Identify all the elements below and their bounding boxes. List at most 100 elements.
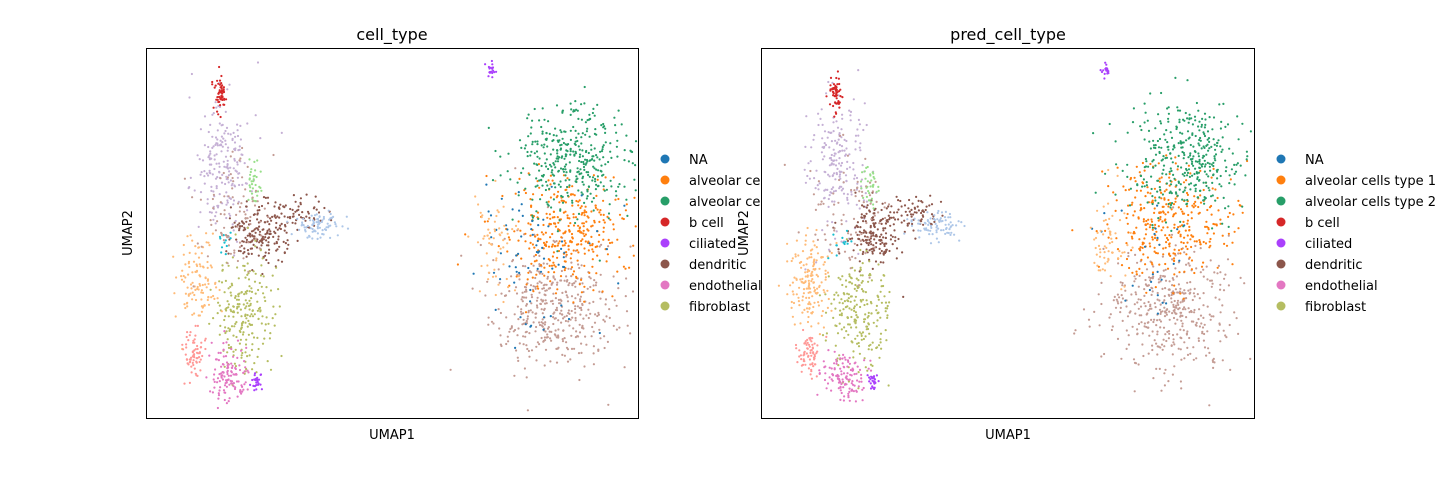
scatter-point <box>519 316 522 319</box>
scatter-point <box>839 278 842 281</box>
scatter-point <box>955 224 958 227</box>
scatter-point <box>1147 300 1150 304</box>
scatter-point <box>789 284 792 287</box>
scatter-point <box>831 174 835 177</box>
scatter-point <box>1160 389 1163 392</box>
scatter-point <box>574 319 577 322</box>
scatter-point <box>222 234 225 237</box>
scatter-point <box>502 246 505 249</box>
scatter-point <box>1208 313 1211 316</box>
scatter-point <box>545 132 548 135</box>
scatter-point <box>894 236 897 239</box>
scatter-point <box>552 210 556 213</box>
scatter-point <box>238 246 242 249</box>
scatter-point <box>578 229 581 232</box>
scatter-point <box>1175 304 1178 307</box>
scatter-point <box>866 303 869 306</box>
scatter-point <box>840 298 843 301</box>
scatter-point <box>524 232 527 235</box>
scatter-point <box>1167 380 1170 383</box>
scatter-point <box>515 349 518 352</box>
scatter-point <box>262 238 265 241</box>
scatter-point <box>1210 213 1213 216</box>
scatter-point <box>254 169 257 172</box>
scatter-point <box>260 244 263 247</box>
scatter-point <box>581 303 584 307</box>
scatter-point <box>258 209 261 212</box>
scatter-point <box>544 330 547 333</box>
scatter-point <box>838 106 841 109</box>
scatter-point <box>1210 163 1213 166</box>
scatter-point <box>574 100 577 103</box>
scatter-point <box>253 313 256 316</box>
scatter-point <box>1190 320 1193 323</box>
scatter-point <box>245 346 248 349</box>
scatter-point <box>1181 325 1184 328</box>
scatter-point <box>854 191 857 194</box>
scatter-point <box>857 385 860 388</box>
scatter-point <box>1158 318 1161 321</box>
scatter-point <box>1171 353 1174 356</box>
scatter-point <box>1217 209 1220 212</box>
scatter-point <box>505 224 508 227</box>
scatter-point <box>214 101 217 104</box>
scatter-point <box>525 304 528 307</box>
scatter-point <box>596 156 599 159</box>
scatter-point <box>200 310 203 313</box>
scatter-point <box>886 304 889 308</box>
scatter-point <box>848 356 851 359</box>
scatter-point <box>536 285 539 288</box>
scatter-point <box>810 370 813 373</box>
scatter-point <box>827 197 830 201</box>
scatter-point <box>255 381 258 384</box>
scatter-point <box>557 334 560 337</box>
scatter-point <box>198 314 201 317</box>
scatter-point <box>913 211 916 214</box>
scatter-point <box>543 266 546 269</box>
scatter-point <box>288 215 292 219</box>
scatter-point <box>1117 257 1120 260</box>
scatter-point <box>185 358 189 361</box>
scatter-point <box>842 372 846 375</box>
scatter-point <box>585 149 588 153</box>
scatter-point <box>282 205 285 208</box>
scatter-point <box>1191 133 1194 136</box>
scatter-point <box>863 102 866 105</box>
scatter-point <box>551 243 554 246</box>
scatter-point <box>841 378 844 381</box>
scatter-point <box>810 256 813 259</box>
scatter-point <box>861 274 864 277</box>
scatter-point <box>603 335 606 338</box>
scatter-point <box>528 247 531 250</box>
scatter-point <box>540 281 543 284</box>
scatter-point <box>1148 140 1151 143</box>
scatter-point <box>521 264 525 268</box>
scatter-point <box>1172 259 1176 262</box>
scatter-point <box>243 226 246 229</box>
scatter-point <box>1123 285 1126 288</box>
scatter-point <box>618 326 621 329</box>
scatter-point <box>903 230 906 233</box>
scatter-point <box>257 347 260 351</box>
scatter-point <box>189 331 192 334</box>
scatter-point <box>1073 332 1076 335</box>
scatter-point <box>267 202 270 205</box>
scatter-point <box>517 359 520 362</box>
scatter-point <box>1198 120 1201 123</box>
scatter-point <box>1157 202 1160 205</box>
scatter-point <box>514 167 517 170</box>
scatter-point <box>222 86 225 89</box>
scatter-point <box>240 291 243 294</box>
scatter-point <box>1154 199 1157 202</box>
scatter-point <box>238 159 241 162</box>
scatter-point <box>834 164 838 167</box>
scatter-point <box>786 260 789 263</box>
scatter-point <box>1173 311 1176 314</box>
scatter-point <box>481 214 484 217</box>
scatter-point <box>832 104 835 108</box>
scatter-point <box>1133 210 1136 213</box>
scatter-point <box>227 264 230 267</box>
scatter-point <box>503 237 506 240</box>
scatter-point <box>1147 218 1150 221</box>
scatter-point <box>920 200 923 203</box>
